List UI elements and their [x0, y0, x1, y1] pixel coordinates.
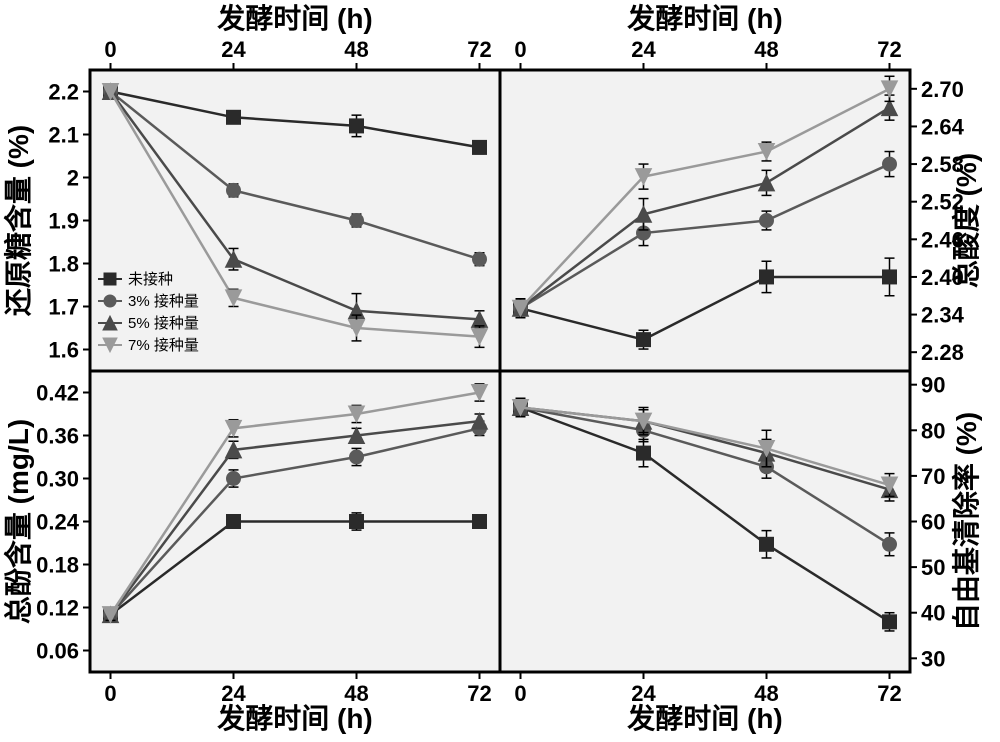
svg-text:0.42: 0.42: [36, 381, 79, 406]
svg-text:2.2: 2.2: [48, 80, 79, 105]
ylabel-radical: 自由基清除率 (%): [950, 412, 982, 631]
svg-text:0: 0: [104, 681, 116, 706]
svg-text:60: 60: [921, 510, 945, 535]
svg-text:2.28: 2.28: [921, 340, 964, 365]
xlabel-bottom-phenol: 发酵时间 (h): [216, 702, 373, 734]
svg-text:0.36: 0.36: [36, 424, 79, 449]
chart-grid: 1.6 1.7 1.8 1.9 2 2.1 2.2 0 24 48 72 还原糖含量 (%) 发酵时间 …: [0, 0, 1000, 742]
svg-text:0.24: 0.24: [36, 510, 80, 535]
svg-text:80: 80: [921, 418, 945, 443]
svg-text:24: 24: [631, 37, 656, 62]
chart-svg: 1.6 1.7 1.8 1.9 2 2.1 2.2 0 24 48 72 还原糖含量 (%) 发酵时间 …: [0, 0, 1000, 742]
panel-radical: 304050607080900244872自由基清除率 (%)发酵时间 (h): [500, 371, 982, 734]
panel-acidity: 2.282.342.402.462.522.582.642.700244872总…: [500, 2, 982, 371]
xlabel-top-acidity: 发酵时间 (h): [626, 2, 783, 34]
svg-text:24: 24: [221, 37, 246, 62]
svg-text:90: 90: [921, 373, 945, 398]
ylabel-sugar: 还原糖含量 (%): [2, 125, 34, 316]
svg-text:72: 72: [877, 681, 901, 706]
svg-text:40: 40: [921, 601, 945, 626]
panel-phenol: 0.060.120.180.240.300.360.420244872总酚含量 …: [2, 371, 500, 734]
svg-text:48: 48: [754, 37, 778, 62]
svg-text:0: 0: [104, 37, 116, 62]
xlabel-bottom-radical: 发酵时间 (h): [626, 702, 783, 734]
svg-text:72: 72: [877, 37, 901, 62]
legend-label-inoc5: 5% 接种量: [128, 315, 199, 332]
svg-text:1.8: 1.8: [48, 252, 79, 277]
svg-text:0: 0: [514, 681, 526, 706]
legend-label-inoc7: 7% 接种量: [128, 337, 199, 354]
svg-text:50: 50: [921, 555, 945, 580]
svg-text:2.64: 2.64: [921, 114, 965, 139]
svg-text:0: 0: [514, 37, 526, 62]
svg-text:2: 2: [67, 166, 79, 191]
svg-text:72: 72: [467, 681, 491, 706]
svg-text:0.18: 0.18: [36, 553, 79, 578]
svg-text:0.30: 0.30: [36, 467, 79, 492]
svg-text:1.6: 1.6: [48, 338, 79, 363]
panel-sugar: 1.6 1.7 1.8 1.9 2 2.1 2.2 0 24 48 72 还原糖含量 (%) 发酵时间 …: [2, 2, 500, 371]
svg-text:0.06: 0.06: [36, 639, 79, 664]
svg-text:2.1: 2.1: [48, 123, 79, 148]
xlabel-top-sugar: 发酵时间 (h): [216, 2, 373, 34]
svg-text:1.9: 1.9: [48, 209, 79, 234]
svg-text:1.7: 1.7: [48, 295, 79, 320]
svg-text:0.12: 0.12: [36, 596, 79, 621]
svg-text:2.70: 2.70: [921, 77, 964, 102]
svg-text:72: 72: [467, 37, 491, 62]
svg-text:2.34: 2.34: [921, 303, 965, 328]
svg-text:70: 70: [921, 464, 945, 489]
svg-text:30: 30: [921, 646, 945, 671]
legend-label-inoc3: 3% 接种量: [128, 293, 199, 310]
ylabel-phenol: 总酚含量 (mg/L): [2, 419, 34, 624]
svg-text:48: 48: [344, 37, 368, 62]
ylabel-acidity: 总酸度 (%): [951, 153, 982, 288]
legend-label-uninoc: 未接种: [128, 271, 173, 288]
